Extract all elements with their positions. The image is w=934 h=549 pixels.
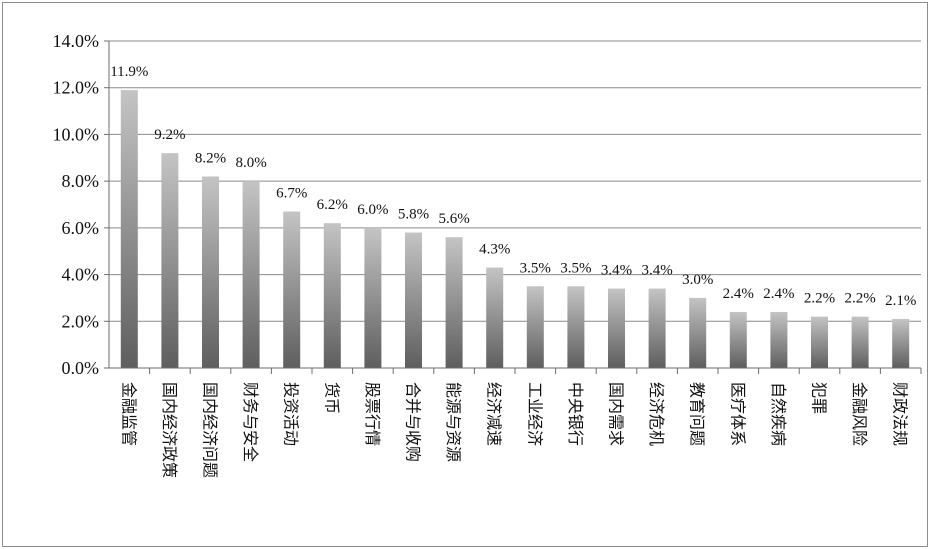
data-label: 9.2%: [154, 127, 185, 143]
bar: [811, 316, 828, 368]
bar: [689, 297, 707, 368]
data-label: 3.4%: [641, 263, 672, 279]
data-label: 2.2%: [804, 291, 835, 307]
data-label: 3.5%: [520, 260, 551, 276]
x-category-label: 合并与收购: [404, 382, 423, 462]
data-label: 6.2%: [317, 197, 348, 213]
y-tick-label: 6.0%: [62, 218, 100, 238]
y-tick-label: 0.0%: [62, 358, 100, 378]
bar: [608, 288, 625, 368]
data-label: 5.6%: [438, 211, 469, 227]
bar: [364, 227, 382, 368]
x-category-label: 经济危机: [647, 382, 666, 446]
bar: [323, 223, 341, 368]
bar: [242, 181, 260, 368]
bar: [161, 153, 179, 368]
bar: [526, 286, 544, 368]
bar: [729, 311, 747, 368]
x-category-label: 能源与资源: [444, 382, 463, 462]
x-category-label: 股票行情: [363, 382, 382, 446]
x-category-label: 犯罪: [810, 382, 829, 414]
data-label: 11.9%: [110, 64, 148, 80]
y-tick-label: 12.0%: [53, 78, 100, 98]
x-category-label: 国内经济问题: [201, 382, 220, 478]
x-category-label: 投资活动: [282, 382, 301, 446]
bar: [892, 318, 910, 368]
data-label: 6.0%: [357, 202, 388, 218]
data-label: 2.1%: [885, 293, 916, 309]
y-tick-label: 4.0%: [62, 265, 100, 285]
x-category-label: 经济减速: [485, 382, 504, 446]
x-category-label: 金融风险: [850, 382, 869, 446]
data-label: 6.7%: [276, 186, 307, 202]
x-category-label: 货币: [322, 382, 341, 414]
x-category-label: 教育问题: [688, 382, 707, 446]
x-category-label: 中央银行: [566, 382, 585, 446]
data-label: 2.4%: [763, 286, 794, 302]
y-tick-label: 10.0%: [53, 124, 100, 144]
bar: [770, 311, 788, 368]
bar: [405, 232, 422, 368]
bar: [445, 237, 463, 368]
y-tick-label: 2.0%: [62, 311, 100, 331]
x-category-label: 自然疾病: [769, 382, 788, 446]
bar: [486, 267, 504, 368]
y-tick-label: 8.0%: [62, 171, 100, 191]
bar: [567, 286, 585, 368]
x-category-label: 财务与安全: [241, 382, 260, 462]
bar: [202, 176, 219, 368]
labels: 0.0% 2.0% 4.0% 6.0% 8.0% 10.0% 12.0% 14.0% 11.9%…: [53, 31, 917, 478]
data-label: 2.2%: [844, 291, 875, 307]
bar: [648, 288, 666, 368]
bar-chart: 0.0% 2.0% 4.0% 6.0% 8.0% 10.0% 12.0% 14.0% 11.9%…: [53, 31, 922, 478]
data-label: 8.2%: [195, 150, 226, 166]
y-tick-label: 14.0%: [53, 31, 100, 51]
data-label: 3.0%: [682, 272, 713, 288]
x-category-label: 财政法规: [891, 382, 910, 446]
x-category-label: 金融监管: [119, 382, 138, 446]
x-category-label: 医疗体系: [728, 382, 747, 446]
gridlines: [109, 40, 921, 322]
axes: [104, 40, 922, 374]
bar: [851, 316, 869, 368]
x-category-label: 工业经济: [525, 382, 544, 446]
bar: [283, 211, 301, 368]
data-label: 4.3%: [479, 242, 510, 258]
data-label: 3.5%: [560, 260, 591, 276]
bar: [120, 90, 138, 369]
data-label: 8.0%: [235, 155, 266, 171]
x-category-label: 国内经济政策: [160, 382, 179, 478]
bars: [120, 90, 910, 369]
data-label: 3.4%: [601, 263, 632, 279]
data-label: 2.4%: [723, 286, 754, 302]
data-label: 5.8%: [398, 207, 429, 223]
x-category-label: 国内需求: [607, 382, 626, 446]
